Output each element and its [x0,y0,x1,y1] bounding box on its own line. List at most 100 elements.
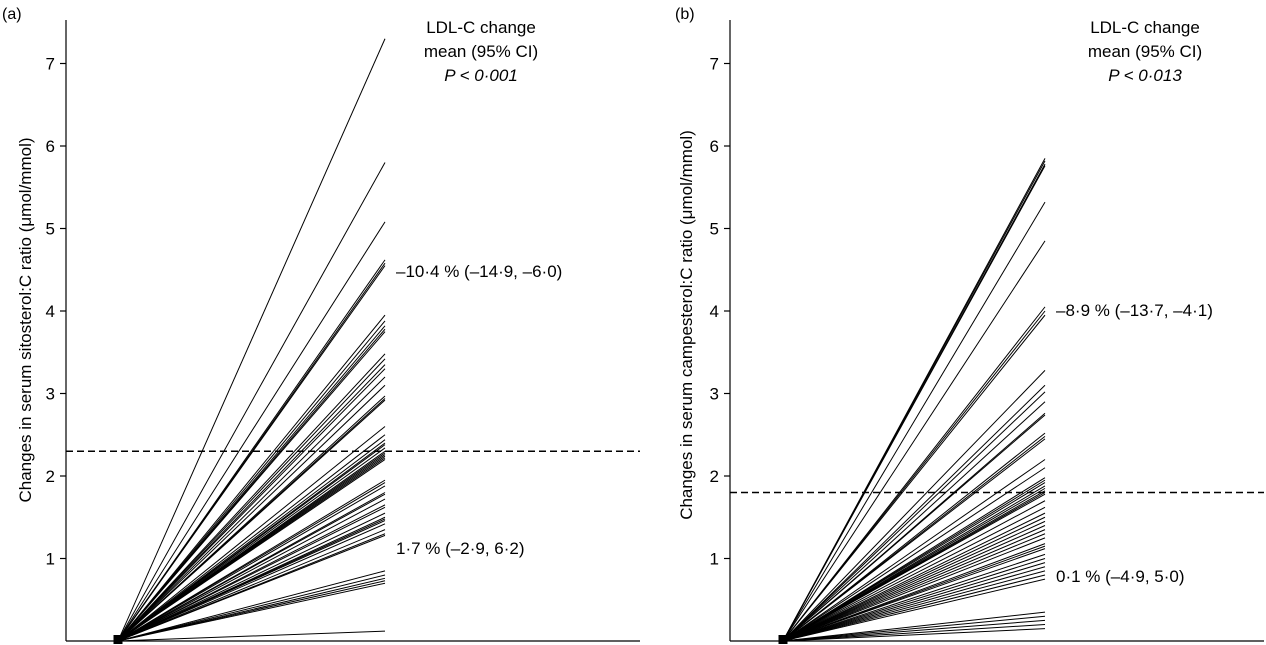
panel-a-y-axis-title: Changes in serum sitosterol:C ratio (μmo… [16,137,35,502]
participant-change-line [782,391,1046,642]
participant-change-line [782,548,1046,642]
participant-change-line [117,331,386,642]
participant-change-line [782,533,1046,642]
panel-b: (b) Changes in serum campesterol:C ratio… [675,6,1264,644]
participant-change-line [782,566,1046,642]
y-tick-label: 3 [710,385,719,404]
participant-change-line [117,493,386,642]
participant-change-line [782,624,1046,642]
participant-change-line [782,570,1046,642]
participant-change-line [117,314,386,642]
panel-b-annotation-header-2: mean (95% CI) [1088,42,1202,61]
participant-change-line [117,459,386,642]
y-tick-label: 2 [710,467,719,486]
participant-change-line [117,376,386,642]
participant-change-line [117,38,386,642]
participant-change-line [782,578,1046,642]
panel-b-y-ticks: 1 2 3 4 5 6 7 [710,55,730,569]
participant-change-line [782,529,1046,642]
participant-change-line [117,265,386,642]
participant-change-line [117,320,386,642]
participant-change-line [782,525,1046,642]
participant-change-line [117,162,386,642]
panel-b-origin-marker [778,635,788,644]
y-tick-label: 6 [46,137,55,156]
panel-b-annotation-header-3: P < 0·013 [1108,66,1182,85]
panel-b-annotation-header-1: LDL-C change [1090,18,1200,37]
participant-change-line [782,384,1046,642]
participant-change-line [782,619,1046,642]
panel-a-annotation-header-1: LDL-C change [426,18,536,37]
participant-change-line [117,512,386,642]
participant-change-line [782,314,1046,642]
participant-change-line [782,562,1046,642]
participant-change-line [782,459,1046,642]
participant-change-line [782,506,1046,642]
y-tick-label: 1 [710,550,719,569]
panel-b-annotation-lower: 0·1 % (–4·9, 5·0) [1056,567,1185,586]
participant-change-line [782,493,1046,642]
participant-change-line [782,370,1046,642]
panel-a: (a) Changes in serum sitosterol:C ratio … [2,6,640,644]
participant-change-line [117,384,386,642]
participant-change-line [117,353,386,642]
y-tick-label: 7 [710,55,719,74]
panel-a-annotation-header-3: P < 0·001 [444,66,518,85]
participant-change-line [117,434,386,642]
participant-change-line [782,414,1046,642]
participant-change-line [782,165,1046,642]
participant-change-line [782,520,1046,642]
participant-change-line [782,467,1046,642]
participant-change-line [117,498,386,642]
y-tick-label: 5 [710,220,719,239]
participant-change-line [117,485,386,642]
panel-a-annotation-lower: 1·7 % (–2·9, 6·2) [396,539,525,558]
panel-b-label: (b) [675,6,695,23]
participant-change-line [117,574,386,642]
participant-change-line [117,529,386,642]
y-tick-label: 1 [46,550,55,569]
participant-change-line [117,582,386,642]
participant-change-line [117,523,386,642]
participant-change-line [782,401,1046,642]
participant-change-line [782,615,1046,642]
participant-change-line [782,240,1046,642]
panel-a-y-ticks: 1 2 3 4 5 6 7 [46,55,66,569]
participant-change-line [117,520,386,642]
panel-b-series-lines [782,158,1046,642]
participant-change-line [117,534,386,642]
y-tick-label: 7 [46,55,55,74]
panel-a-origin-marker [113,635,123,644]
participant-change-line [117,358,386,642]
participant-change-line [782,611,1046,642]
participant-change-line [782,553,1046,642]
participant-change-line [117,570,386,642]
panel-a-label: (a) [2,6,22,23]
y-tick-label: 5 [46,220,55,239]
participant-change-line [782,516,1046,642]
panel-b-annotation-upper: –8·9 % (–13·7, –4·1) [1056,301,1213,320]
participant-change-line [117,368,386,642]
participant-change-line [117,506,386,642]
panel-a-annotation-header-2: mean (95% CI) [424,42,538,61]
participant-change-line [117,426,386,642]
panel-a-series-lines [117,38,386,642]
y-tick-label: 6 [710,137,719,156]
participant-change-line [782,558,1046,642]
y-tick-label: 2 [46,467,55,486]
panel-b-y-axis-title: Changes in serum campesterol:C ratio (μm… [677,130,696,520]
participant-change-line [782,574,1046,642]
participant-change-line [782,438,1046,642]
participant-change-line [782,512,1046,642]
y-tick-label: 4 [710,302,719,321]
participant-change-line [782,500,1046,642]
panel-a-annotation-upper: –10·4 % (–14·9, –6·0) [396,262,562,281]
y-tick-label: 3 [46,385,55,404]
participant-change-line [117,399,386,642]
participant-change-line [117,221,386,642]
participant-change-line [117,630,386,642]
participant-change-line [782,628,1046,642]
participant-change-line [782,201,1046,642]
y-tick-label: 4 [46,302,55,321]
